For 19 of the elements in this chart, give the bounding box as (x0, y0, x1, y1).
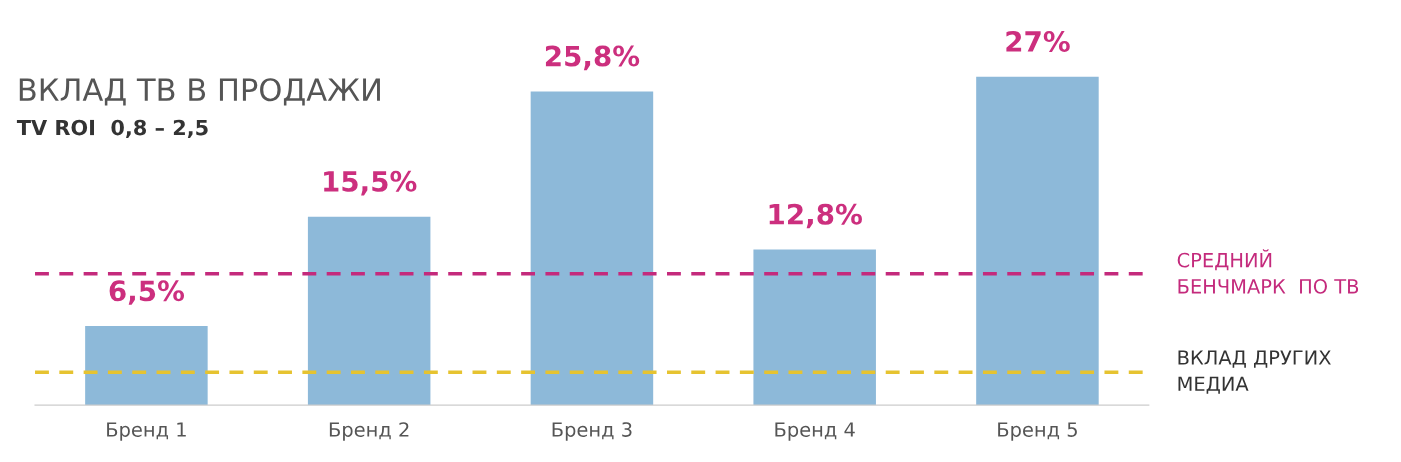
bar (530, 91, 654, 406)
x-tick-label: Бренд 3 (552, 422, 632, 441)
data-label: 12,8% (769, 203, 862, 229)
x-tick-label: Бренд 2 (329, 422, 409, 441)
x-tick-label: Бренд 5 (998, 422, 1077, 441)
bar (307, 216, 431, 406)
x-tick-label: Бренд 4 (775, 422, 855, 441)
bar (976, 76, 1099, 406)
text: TV ROI 0,8 – 2,5 (16, 119, 208, 139)
bar (753, 249, 876, 406)
data-label: 6,5% (109, 280, 185, 305)
x-tick-label: Бренд 1 (107, 422, 186, 441)
data-label: 27% (1006, 30, 1070, 52)
ref-line-label: ВКЛАД ДРУГИХ МЕДИА (1178, 350, 1331, 394)
ref-line-label: СРЕДНИЙ БЕНЧМАРК ПО ТВ (1177, 249, 1359, 294)
data-label: 25,8% (545, 45, 640, 71)
chart-title: ВКЛАД ТВ В ПРОДАЖИ (19, 78, 380, 106)
data-label: 15,5% (324, 170, 417, 196)
bar (85, 326, 208, 406)
